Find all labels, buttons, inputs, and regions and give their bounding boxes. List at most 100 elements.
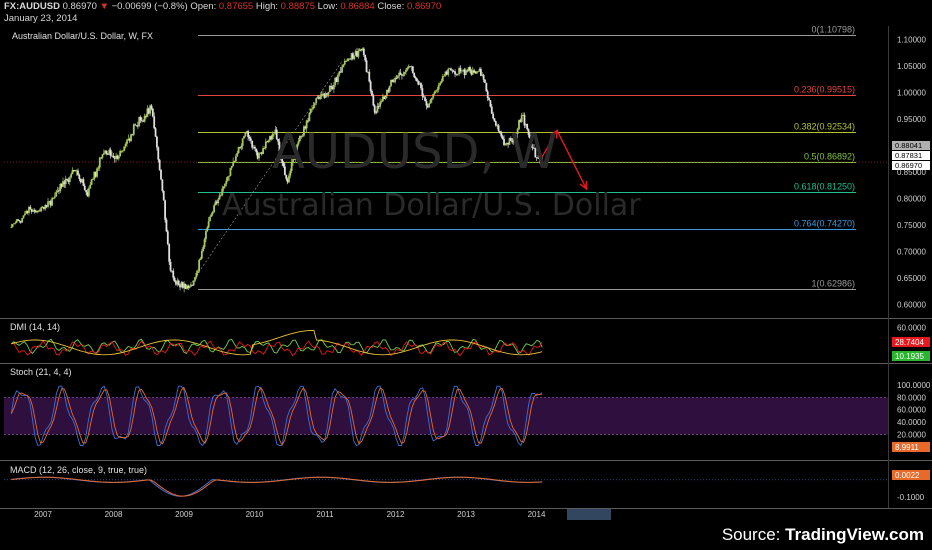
candle-body: [439, 83, 441, 86]
candle-body: [460, 70, 463, 72]
candle-body: [58, 190, 60, 192]
candle-body: [185, 285, 188, 289]
dmi-line-2: [11, 330, 543, 356]
candle-body: [354, 51, 357, 56]
candle-body: [206, 227, 209, 232]
candle-body: [411, 66, 414, 73]
candle-body: [286, 178, 289, 183]
low-label: Low:: [317, 1, 338, 12]
candle-body: [102, 153, 105, 155]
candle-body: [85, 190, 88, 193]
candle-body: [150, 105, 153, 109]
candle-body: [458, 68, 461, 74]
candle-body: [392, 81, 395, 83]
candle-body: [169, 261, 172, 271]
candle-body: [490, 106, 493, 114]
price-tick-label: 0.65000: [897, 274, 926, 283]
candle-body: [520, 114, 523, 123]
candle-body: [509, 138, 512, 141]
candle-body: [188, 286, 191, 288]
candle-body: [247, 131, 250, 137]
candle-body: [445, 71, 448, 75]
candle-body: [142, 120, 145, 122]
fib-label-0: 0(1.10798): [811, 25, 855, 35]
time-axis: 2007 2008 2009 2010 2011 2012 2013 2014: [34, 510, 546, 519]
candle-body: [501, 136, 504, 139]
candle-body: [318, 97, 320, 99]
candle-body: [334, 77, 337, 85]
candle-body: [240, 145, 243, 149]
candle-body: [440, 81, 443, 84]
candle-body: [116, 155, 119, 159]
candle-body: [467, 67, 470, 72]
symbol-header: FX:AUDUSD 0.86970 ▼ −0.00699 (−0.8%) Ope…: [4, 1, 441, 25]
candle-body: [293, 159, 296, 160]
candle-body: [168, 244, 171, 262]
candle-body: [368, 71, 371, 82]
stoch-line-1: [10, 386, 543, 446]
candle-body: [205, 231, 207, 240]
stoch-tick-label: 80.0000: [897, 393, 926, 402]
symbol-name: FX:AUDUSD: [4, 1, 60, 12]
candle-body: [455, 74, 458, 75]
candle-body: [124, 143, 127, 147]
close-label: Close:: [377, 1, 405, 12]
candle-body: [398, 72, 401, 76]
candle-body: [13, 223, 15, 225]
candle-body: [269, 136, 271, 141]
price-candles: [10, 47, 544, 293]
candle-body: [494, 121, 497, 126]
candle-body: [252, 146, 255, 148]
candle-body: [241, 138, 244, 146]
projection-arrow: [538, 129, 588, 191]
candle-body: [86, 192, 89, 197]
candle-body: [79, 179, 82, 183]
candle-body: [135, 125, 138, 127]
candle-body: [104, 150, 107, 154]
candle-body: [18, 220, 21, 222]
dmi-line-1: [11, 340, 543, 357]
dmi-tag-box: [892, 337, 930, 347]
candle-body: [160, 169, 162, 180]
candle-body: [146, 108, 149, 117]
candle-body: [40, 207, 43, 212]
candle-body: [19, 221, 22, 223]
projection-down-arrowhead: [579, 180, 588, 191]
candle-body: [383, 96, 386, 99]
time-tick-label: 2013: [457, 510, 475, 519]
candle-body: [406, 67, 409, 70]
candle-body: [367, 71, 369, 73]
candle-body: [503, 138, 505, 146]
price-tick-label: 0.85000: [897, 168, 926, 177]
candle-body: [477, 71, 480, 73]
candle-body: [420, 83, 422, 89]
candle-body: [119, 151, 122, 157]
candle-body: [67, 179, 70, 182]
candle-body: [176, 280, 179, 285]
candle-body: [60, 183, 63, 187]
candle-body: [323, 93, 326, 98]
fib-label-1: 1(0.62986): [811, 279, 855, 289]
fibonacci-levels: 0(1.10798) 0.236(0.99515) 0.382(0.92534) 0.…: [4, 25, 888, 290]
candle-body: [482, 74, 485, 80]
macd-tick-label: -0.1000: [897, 493, 925, 502]
candle-body: [259, 152, 262, 154]
candle-body: [211, 212, 214, 215]
fib-label-0-236: 0.236(0.99515): [794, 85, 855, 95]
candle-body: [443, 75, 446, 77]
candle-body: [172, 270, 175, 278]
candle-body: [395, 77, 398, 79]
candle-body: [371, 91, 373, 97]
candle-body: [327, 92, 330, 95]
candle-body: [108, 149, 111, 155]
candle-body: [44, 205, 47, 209]
candle-body: [165, 219, 168, 232]
candle-body: [505, 142, 508, 144]
candle-body: [422, 96, 425, 98]
candle-body: [237, 147, 240, 154]
candle-body: [264, 141, 267, 148]
candle-body: [343, 60, 346, 65]
candle-body: [504, 143, 507, 146]
candle-body: [81, 179, 83, 183]
candle-body: [139, 116, 142, 121]
